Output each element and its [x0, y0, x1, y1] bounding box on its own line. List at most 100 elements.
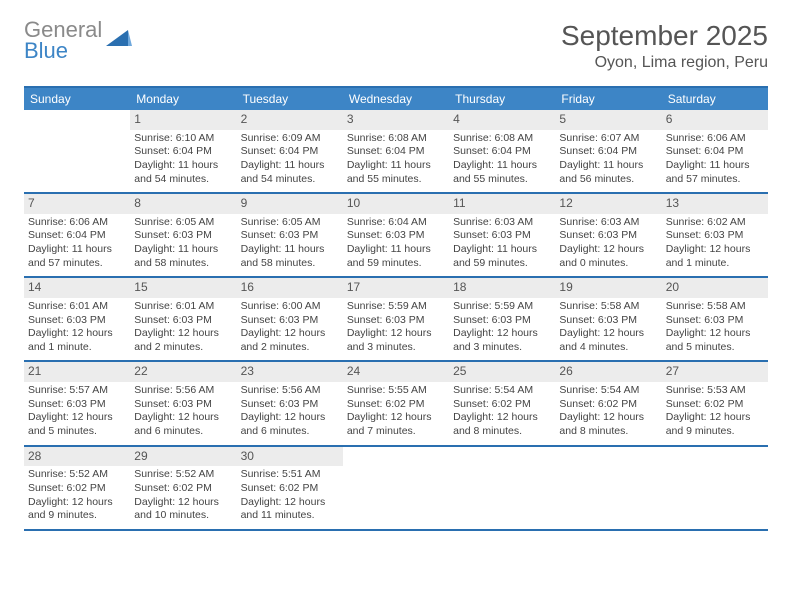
day-body: Sunrise: 5:59 AMSunset: 6:03 PMDaylight:…	[449, 298, 555, 361]
day-body: Sunrise: 5:52 AMSunset: 6:02 PMDaylight:…	[24, 466, 130, 529]
day-body: Sunrise: 6:04 AMSunset: 6:03 PMDaylight:…	[343, 214, 449, 277]
day-cell: 20Sunrise: 5:58 AMSunset: 6:03 PMDayligh…	[662, 278, 768, 360]
day-cell: 16Sunrise: 6:00 AMSunset: 6:03 PMDayligh…	[237, 278, 343, 360]
day-cell: 18Sunrise: 5:59 AMSunset: 6:03 PMDayligh…	[449, 278, 555, 360]
daylight-text: Daylight: 12 hours and 8 minutes.	[559, 411, 657, 438]
daylight-text: Daylight: 11 hours and 55 minutes.	[347, 159, 445, 186]
day-number: 13	[662, 194, 768, 214]
sunrise-text: Sunrise: 6:01 AM	[134, 300, 232, 314]
sunset-text: Sunset: 6:03 PM	[134, 229, 232, 243]
sunrise-text: Sunrise: 6:05 AM	[134, 216, 232, 230]
day-cell: 6Sunrise: 6:06 AMSunset: 6:04 PMDaylight…	[662, 110, 768, 192]
dow-cell: Friday	[555, 88, 661, 110]
daylight-text: Daylight: 11 hours and 57 minutes.	[666, 159, 764, 186]
sunrise-text: Sunrise: 5:56 AM	[134, 384, 232, 398]
sunset-text: Sunset: 6:02 PM	[453, 398, 551, 412]
daylight-text: Daylight: 12 hours and 10 minutes.	[134, 496, 232, 523]
day-body: Sunrise: 5:54 AMSunset: 6:02 PMDaylight:…	[449, 382, 555, 445]
day-cell: 23Sunrise: 5:56 AMSunset: 6:03 PMDayligh…	[237, 362, 343, 444]
weeks-container: 1Sunrise: 6:10 AMSunset: 6:04 PMDaylight…	[24, 110, 768, 531]
day-number: 15	[130, 278, 236, 298]
sunrise-text: Sunrise: 6:02 AM	[666, 216, 764, 230]
daylight-text: Daylight: 12 hours and 8 minutes.	[453, 411, 551, 438]
day-number: 23	[237, 362, 343, 382]
day-cell	[555, 447, 661, 529]
sunrise-text: Sunrise: 6:03 AM	[453, 216, 551, 230]
day-cell: 24Sunrise: 5:55 AMSunset: 6:02 PMDayligh…	[343, 362, 449, 444]
location: Oyon, Lima region, Peru	[561, 54, 768, 72]
sunrise-text: Sunrise: 6:03 AM	[559, 216, 657, 230]
day-number: 4	[449, 110, 555, 130]
sunset-text: Sunset: 6:03 PM	[134, 314, 232, 328]
daylight-text: Daylight: 12 hours and 7 minutes.	[347, 411, 445, 438]
day-body: Sunrise: 5:55 AMSunset: 6:02 PMDaylight:…	[343, 382, 449, 445]
sunrise-text: Sunrise: 5:54 AM	[453, 384, 551, 398]
day-cell: 26Sunrise: 5:54 AMSunset: 6:02 PMDayligh…	[555, 362, 661, 444]
day-body: Sunrise: 5:58 AMSunset: 6:03 PMDaylight:…	[662, 298, 768, 361]
sunrise-text: Sunrise: 6:09 AM	[241, 132, 339, 146]
day-body: Sunrise: 5:53 AMSunset: 6:02 PMDaylight:…	[662, 382, 768, 445]
day-cell: 5Sunrise: 6:07 AMSunset: 6:04 PMDaylight…	[555, 110, 661, 192]
day-cell: 17Sunrise: 5:59 AMSunset: 6:03 PMDayligh…	[343, 278, 449, 360]
sunset-text: Sunset: 6:03 PM	[134, 398, 232, 412]
day-number: 29	[130, 447, 236, 467]
day-number: 16	[237, 278, 343, 298]
day-body: Sunrise: 6:01 AMSunset: 6:03 PMDaylight:…	[24, 298, 130, 361]
daylight-text: Daylight: 12 hours and 2 minutes.	[241, 327, 339, 354]
daylight-text: Daylight: 12 hours and 2 minutes.	[134, 327, 232, 354]
title-block: September 2025 Oyon, Lima region, Peru	[561, 20, 768, 72]
week-row: 14Sunrise: 6:01 AMSunset: 6:03 PMDayligh…	[24, 278, 768, 362]
day-body: Sunrise: 6:01 AMSunset: 6:03 PMDaylight:…	[130, 298, 236, 361]
day-body: Sunrise: 6:05 AMSunset: 6:03 PMDaylight:…	[130, 214, 236, 277]
day-cell: 21Sunrise: 5:57 AMSunset: 6:03 PMDayligh…	[24, 362, 130, 444]
sunset-text: Sunset: 6:02 PM	[241, 482, 339, 496]
month-title: September 2025	[561, 20, 768, 52]
sunset-text: Sunset: 6:04 PM	[28, 229, 126, 243]
day-cell: 8Sunrise: 6:05 AMSunset: 6:03 PMDaylight…	[130, 194, 236, 276]
day-number: 11	[449, 194, 555, 214]
sunset-text: Sunset: 6:04 PM	[347, 145, 445, 159]
day-cell: 2Sunrise: 6:09 AMSunset: 6:04 PMDaylight…	[237, 110, 343, 192]
day-cell: 15Sunrise: 6:01 AMSunset: 6:03 PMDayligh…	[130, 278, 236, 360]
day-cell	[24, 110, 130, 192]
sunrise-text: Sunrise: 6:06 AM	[666, 132, 764, 146]
sunset-text: Sunset: 6:03 PM	[241, 398, 339, 412]
daylight-text: Daylight: 11 hours and 59 minutes.	[453, 243, 551, 270]
day-body: Sunrise: 5:54 AMSunset: 6:02 PMDaylight:…	[555, 382, 661, 445]
calendar: Sunday Monday Tuesday Wednesday Thursday…	[24, 86, 768, 531]
dow-row: Sunday Monday Tuesday Wednesday Thursday…	[24, 88, 768, 110]
brand-line2: Blue	[24, 38, 68, 63]
day-cell: 1Sunrise: 6:10 AMSunset: 6:04 PMDaylight…	[130, 110, 236, 192]
sunset-text: Sunset: 6:02 PM	[28, 482, 126, 496]
day-body: Sunrise: 6:06 AMSunset: 6:04 PMDaylight:…	[662, 130, 768, 193]
day-cell: 19Sunrise: 5:58 AMSunset: 6:03 PMDayligh…	[555, 278, 661, 360]
day-number: 6	[662, 110, 768, 130]
daylight-text: Daylight: 12 hours and 6 minutes.	[134, 411, 232, 438]
sunset-text: Sunset: 6:04 PM	[666, 145, 764, 159]
sunset-text: Sunset: 6:03 PM	[453, 229, 551, 243]
day-cell: 11 Sunrise: 6:03 AMSunset: 6:03 PMDayligh…	[449, 194, 555, 276]
sunset-text: Sunset: 6:03 PM	[559, 229, 657, 243]
day-body: Sunrise: 6:00 AMSunset: 6:03 PMDaylight:…	[237, 298, 343, 361]
sunrise-text: Sunrise: 5:58 AM	[666, 300, 764, 314]
day-cell: 4Sunrise: 6:08 AMSunset: 6:04 PMDaylight…	[449, 110, 555, 192]
sunrise-text: Sunrise: 5:58 AM	[559, 300, 657, 314]
sunset-text: Sunset: 6:02 PM	[666, 398, 764, 412]
sunset-text: Sunset: 6:03 PM	[453, 314, 551, 328]
day-body: Sunrise: 6:07 AMSunset: 6:04 PMDaylight:…	[555, 130, 661, 193]
daylight-text: Daylight: 12 hours and 4 minutes.	[559, 327, 657, 354]
sunrise-text: Sunrise: 5:59 AM	[453, 300, 551, 314]
sunset-text: Sunset: 6:03 PM	[28, 398, 126, 412]
dow-cell: Thursday	[449, 88, 555, 110]
daylight-text: Daylight: 12 hours and 11 minutes.	[241, 496, 339, 523]
sunrise-text: Sunrise: 5:52 AM	[134, 468, 232, 482]
sunset-text: Sunset: 6:03 PM	[666, 314, 764, 328]
sunset-text: Sunset: 6:04 PM	[241, 145, 339, 159]
day-number: 5	[555, 110, 661, 130]
sunset-text: Sunset: 6:04 PM	[453, 145, 551, 159]
day-cell: 9Sunrise: 6:05 AMSunset: 6:03 PMDaylight…	[237, 194, 343, 276]
dow-cell: Sunday	[24, 88, 130, 110]
day-body: Sunrise: 5:57 AMSunset: 6:03 PMDaylight:…	[24, 382, 130, 445]
calendar-page: General Blue September 2025 Oyon, Lima r…	[0, 0, 792, 551]
day-number: 19	[555, 278, 661, 298]
